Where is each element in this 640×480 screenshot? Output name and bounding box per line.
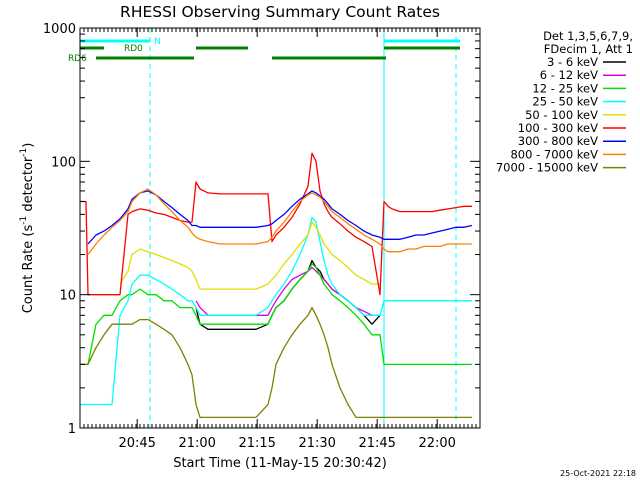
y-axis-label: Count Rate (s-1 detector-1) (19, 143, 36, 314)
legend-label-8: 7000 - 15000 keV (496, 161, 598, 175)
y-tick-label-1: 10 (59, 289, 76, 304)
y-axis-label-c: ) (21, 143, 36, 148)
legend-label-3: 25 - 50 keV (532, 95, 598, 109)
flag-bars: N RD0 RD6 (68, 37, 460, 64)
y-axis-label-b: detector (21, 156, 36, 216)
y-tick-label-0: 1 (68, 422, 76, 437)
x-tick-label-3: 21:30 (298, 436, 335, 451)
legend-label-0: 3 - 6 keV (547, 55, 598, 69)
legend-label-1: 6 - 12 keV (540, 68, 598, 82)
x-tick-label-0: 20:45 (118, 436, 155, 451)
x-axis-label: Start Time (11-May-15 20:30:42) (173, 456, 387, 471)
legend-label-7: 800 - 7000 keV (510, 147, 598, 161)
legend-label-2: 12 - 25 keV (532, 81, 598, 95)
legend-label-6: 300 - 800 keV (518, 134, 598, 148)
x-tick-label-1: 21:00 (178, 436, 215, 451)
series-line-8 (80, 306, 472, 419)
x-tick-label-4: 21:45 (358, 436, 395, 451)
y-axis-label-sup2: -1 (19, 148, 29, 157)
series-line-5 (80, 152, 472, 296)
y-tick-label-3: 1000 (43, 22, 76, 37)
legend-label-4: 50 - 100 keV (525, 108, 598, 122)
vertical-markers (80, 28, 457, 428)
flag-label-rd0: RD0 (124, 44, 143, 54)
x-tick-label-5: 22:00 (418, 436, 455, 451)
series-line-6 (87, 190, 473, 245)
flag-label-n: N (154, 37, 161, 47)
legend: Det 1,3,5,6,7,9, FDecim 1, Att 1 3 - 6 k… (496, 29, 633, 175)
plot-frame (79, 27, 481, 429)
legend-header-1: Det 1,3,5,6,7,9, (543, 29, 633, 43)
series-line-2 (80, 263, 472, 366)
y-axis-label-sup1: -1 (19, 216, 29, 225)
legend-label-5: 100 - 300 keV (518, 121, 598, 135)
series-line-3 (80, 216, 472, 406)
x-tick-label-2: 21:15 (238, 436, 275, 451)
flag-label-rd6: RD6 (68, 54, 87, 64)
series-lines (80, 152, 473, 419)
footer-date: 25-Oct-2021 22:18 (560, 469, 636, 478)
series-line-1 (195, 266, 380, 316)
axes: 20:45 21:00 21:15 21:30 21:45 22:00 1 10 100 1000 (43, 22, 481, 451)
y-tick-label-2: 100 (51, 155, 76, 170)
series-line-4 (119, 221, 380, 290)
chart-title: RHESSI Observing Summary Count Rates (120, 3, 440, 21)
series-line-7 (87, 188, 472, 255)
y-axis-label-a: Count Rate (s (21, 225, 36, 314)
legend-header-2: FDecim 1, Att 1 (544, 42, 633, 56)
